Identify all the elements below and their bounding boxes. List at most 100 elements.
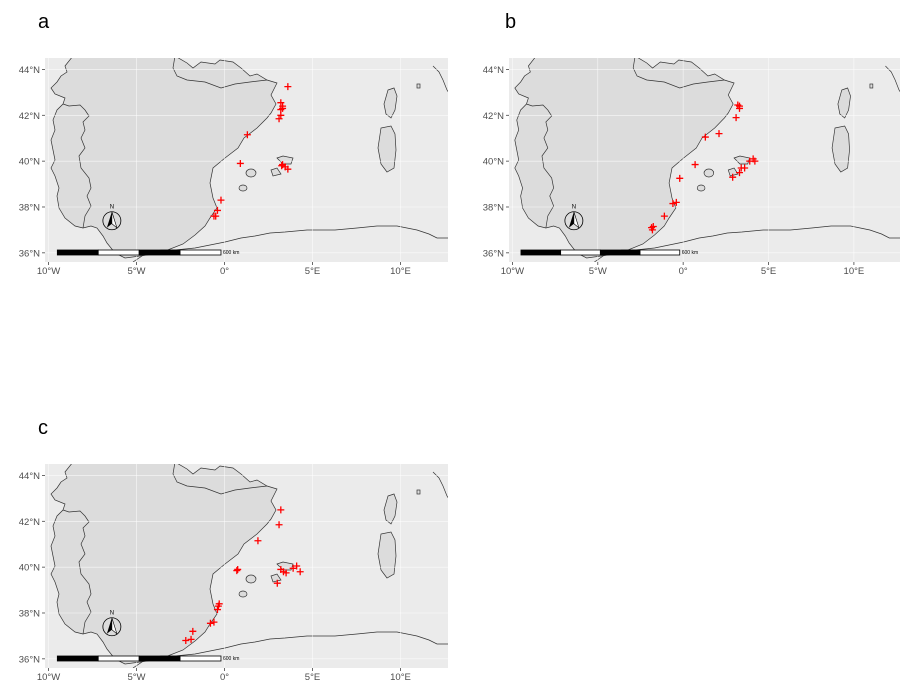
occurrence-marker — [254, 537, 262, 545]
x-tick-label: 5°W — [589, 266, 607, 277]
y-tick-label: 42°N — [19, 517, 40, 528]
scale-bar-segment — [179, 249, 222, 256]
occurrence-marker — [189, 627, 197, 635]
occurrence-marker — [277, 99, 285, 107]
x-tick-label: 5°W — [127, 672, 145, 683]
y-tick-label: 40°N — [483, 157, 504, 168]
map-panel-b: b 600 km N 10°W 5°W 0° 5°E 10°E 36°N 38°N 40°N 42°N… — [483, 11, 900, 277]
occurrence-marker — [279, 161, 287, 169]
x-tick-label: 5°E — [305, 672, 320, 683]
occurrence-marker — [182, 636, 190, 644]
scale-bar-segment — [639, 249, 681, 256]
occurrence-marker — [701, 133, 709, 141]
occurrence-marker — [273, 579, 281, 587]
scale-bar-segment — [56, 655, 99, 662]
panel-label: c — [38, 417, 48, 439]
map-panel-c: c 600 km N 10°W 5°W 0° 5°E 10°E 36°N 38°N 40°N 42°N… — [19, 417, 448, 683]
x-tick-label: 5°W — [127, 266, 145, 277]
north-arrow-icon — [106, 617, 112, 634]
occurrence-marker — [736, 169, 744, 177]
scale-bar-segment — [520, 249, 562, 256]
occurrence-marker — [275, 521, 283, 529]
occurrence-marker — [293, 562, 301, 570]
north-arrow-icon-right — [111, 617, 118, 635]
occurrence-marker — [187, 635, 195, 643]
x-tick-label: 10°W — [37, 672, 60, 683]
scale-bar-segment — [56, 249, 99, 256]
occurrence-marker — [213, 606, 221, 614]
north-arrow-icon-right — [111, 211, 118, 229]
occurrence-marker — [217, 196, 225, 204]
map-panel-a: a 600 km N 10°W 5°W 0° 5°E 10°E 36°N 38°N 40°N 42°N… — [19, 11, 448, 277]
x-tick-label: 0° — [220, 672, 229, 683]
scale-bar-segment — [560, 249, 601, 256]
y-tick-label: 36°N — [483, 248, 504, 259]
north-arrow-icon-right — [573, 211, 580, 229]
y-tick-label: 36°N — [19, 654, 40, 665]
x-tick-label: 10°W — [37, 266, 60, 277]
scale-bar-segment — [138, 249, 181, 256]
occurrence-marker — [215, 600, 223, 608]
x-tick-label: 0° — [679, 266, 688, 277]
scale-bar-label: 600 km — [223, 250, 239, 256]
occurrence-marker — [282, 569, 290, 577]
y-tick-label: 38°N — [19, 608, 40, 619]
occurrence-marker — [278, 162, 286, 170]
scale-bar-segment — [97, 655, 140, 662]
y-tick-label: 44°N — [483, 65, 504, 76]
y-tick-label: 40°N — [19, 563, 40, 574]
x-tick-label: 5°E — [305, 266, 320, 277]
occurrence-marker — [715, 130, 723, 138]
x-tick-label: 0° — [220, 266, 229, 277]
occurrence-marker — [210, 618, 218, 626]
x-tick-label: 10°E — [844, 266, 865, 277]
occurrence-marker — [284, 165, 292, 173]
occurrence-marker — [691, 161, 699, 169]
scale-bar-label: 600 km — [682, 250, 698, 256]
occurrence-marker — [284, 83, 292, 91]
x-tick-label: 5°E — [761, 266, 776, 277]
occurrence-marker — [296, 568, 304, 576]
north-arrow-icon — [106, 211, 112, 228]
y-tick-label: 42°N — [483, 111, 504, 122]
occurrence-marker — [741, 164, 749, 172]
occurrence-marker — [732, 114, 740, 122]
north-arrow-icon — [568, 211, 574, 228]
scale-bar-segment — [138, 655, 181, 662]
y-tick-label: 42°N — [19, 111, 40, 122]
occurrence-marker — [672, 198, 680, 206]
occurrence-marker — [206, 619, 214, 627]
occurrence-marker — [660, 212, 668, 220]
scale-bar-segment — [179, 655, 222, 662]
panel-label: a — [38, 11, 50, 33]
occurrence-marker — [236, 159, 244, 167]
y-tick-label: 36°N — [19, 248, 40, 259]
y-tick-label: 40°N — [19, 157, 40, 168]
occurrence-marker — [729, 173, 737, 181]
scale-bar-segment — [599, 249, 641, 256]
occurrence-marker — [243, 131, 251, 139]
scale-bar-segment — [97, 249, 140, 256]
panel-label: b — [505, 11, 516, 33]
occurrence-marker — [210, 212, 218, 220]
occurrence-marker — [289, 564, 297, 572]
occurrence-marker — [649, 222, 657, 230]
occurrence-marker — [676, 174, 684, 182]
north-arrow-label: N — [110, 611, 114, 617]
occurrence-marker — [233, 567, 241, 575]
occurrence-marker — [234, 565, 242, 573]
x-tick-label: 10°E — [390, 266, 411, 277]
occurrence-marker — [277, 506, 285, 514]
occurrence-marker — [751, 157, 759, 165]
north-arrow-label: N — [572, 205, 576, 211]
y-tick-label: 38°N — [483, 202, 504, 213]
x-tick-label: 10°W — [501, 266, 524, 277]
y-tick-label: 44°N — [19, 65, 40, 76]
x-tick-label: 10°E — [390, 672, 411, 683]
occurrence-marker — [213, 206, 221, 214]
occurrence-marker — [669, 200, 677, 208]
occurrence-marker — [279, 104, 287, 112]
north-arrow-label: N — [110, 205, 114, 211]
y-tick-label: 44°N — [19, 471, 40, 482]
